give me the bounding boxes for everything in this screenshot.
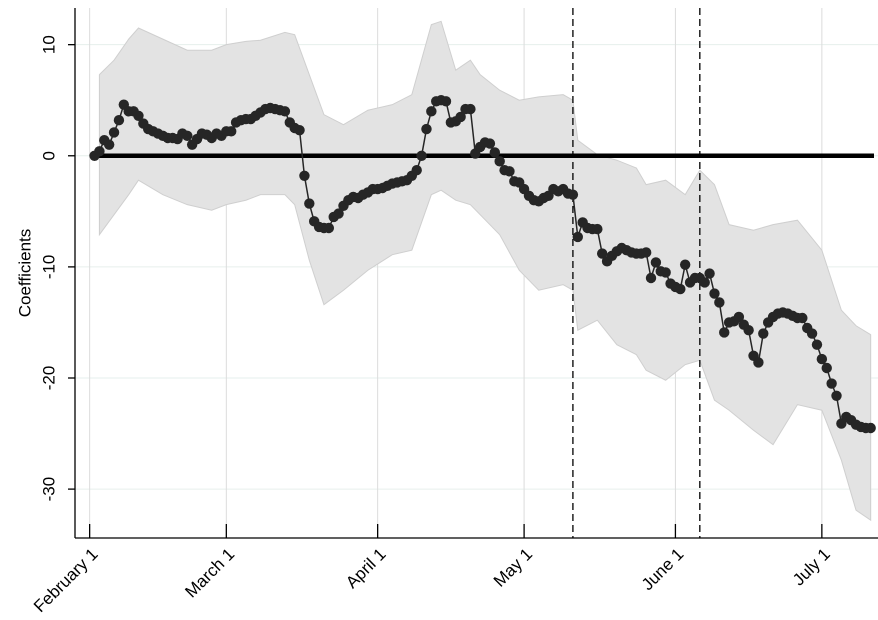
data-point	[733, 311, 745, 323]
data-point	[323, 222, 335, 234]
data-point	[806, 328, 818, 339]
data-point	[440, 96, 452, 107]
data-point	[465, 103, 476, 115]
y-tick-label: -20	[39, 366, 58, 391]
y-tick-label: -30	[39, 477, 58, 502]
data-point	[758, 328, 769, 339]
data-point	[826, 378, 837, 389]
data-point	[504, 166, 515, 177]
data-point	[679, 259, 691, 270]
data-point	[797, 312, 808, 324]
data-point	[279, 106, 291, 117]
data-point	[816, 353, 828, 365]
y-tick-label: 0	[39, 151, 58, 160]
x-tick-label: June 1	[638, 545, 688, 595]
data-point	[811, 339, 823, 350]
data-point	[572, 231, 583, 243]
data-point	[411, 165, 422, 176]
data-point	[660, 267, 671, 278]
data-point	[108, 127, 120, 138]
data-point	[182, 130, 193, 141]
data-point	[743, 325, 754, 336]
data-point	[865, 422, 876, 434]
data-point	[294, 125, 305, 136]
y-tick-label: 10	[39, 35, 58, 54]
data-point	[596, 248, 608, 259]
data-point	[455, 111, 466, 123]
data-point	[133, 110, 144, 121]
y-tick-label: -10	[39, 255, 58, 280]
data-point	[489, 147, 501, 158]
data-point	[103, 139, 115, 150]
data-point	[592, 223, 603, 235]
data-point	[113, 115, 125, 126]
data-point	[650, 257, 662, 268]
data-point	[699, 277, 710, 288]
x-tick-label: July 1	[789, 545, 834, 590]
data-point	[709, 288, 720, 299]
data-point	[714, 297, 725, 308]
data-point	[567, 189, 579, 200]
data-point	[821, 362, 832, 374]
data-point	[94, 146, 105, 157]
data-point	[831, 390, 842, 401]
data-point	[304, 198, 315, 209]
x-tick-label: April 1	[342, 545, 390, 593]
data-point	[640, 247, 652, 258]
data-point	[226, 126, 237, 137]
x-tick-label: February 1	[30, 545, 102, 617]
data-point	[421, 123, 432, 135]
data-point	[645, 272, 657, 284]
data-point	[494, 156, 505, 167]
data-point	[333, 208, 344, 219]
data-point	[484, 138, 496, 149]
x-tick-label: May 1	[490, 545, 536, 591]
data-point	[719, 327, 730, 338]
x-tick-label: March 1	[181, 545, 238, 602]
confidence-band	[98, 20, 872, 522]
data-point	[704, 268, 715, 279]
data-point	[299, 170, 310, 181]
data-point	[753, 357, 764, 368]
data-point	[416, 150, 427, 161]
data-point	[426, 106, 437, 117]
data-point	[675, 283, 686, 295]
y-axis-label: Coefficients	[15, 229, 34, 318]
